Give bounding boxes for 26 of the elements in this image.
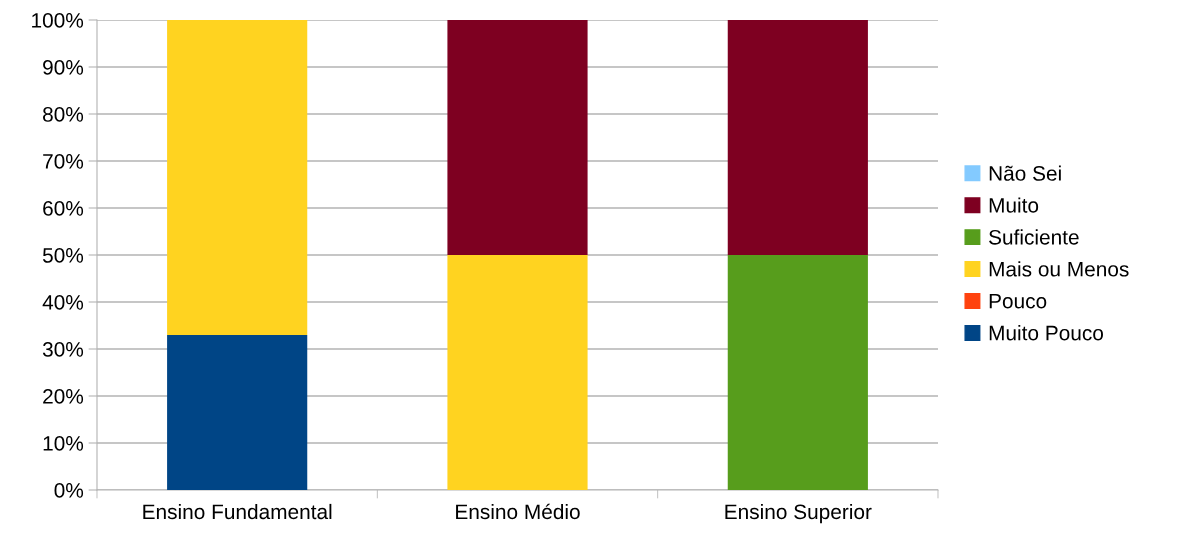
legend-label: Não Sei bbox=[989, 165, 1061, 181]
x-tick-label: Ensino Fundamental bbox=[143, 503, 332, 520]
bar bbox=[447, 20, 588, 255]
y-tick-label: 0% bbox=[54, 483, 84, 498]
y-tick-label: 40% bbox=[42, 295, 84, 310]
y-tick-label: 50% bbox=[42, 248, 84, 263]
bar bbox=[167, 20, 308, 335]
bar bbox=[167, 334, 308, 490]
x-tick-label: Ensino Médio bbox=[456, 503, 580, 520]
y-tick-label: 60% bbox=[43, 201, 84, 216]
legend-label: Muito Pouco bbox=[989, 325, 1104, 341]
legend-label: Mais ou Menos bbox=[989, 261, 1129, 277]
legend-label: Muito bbox=[989, 197, 1039, 213]
legend-label: Suficiente bbox=[989, 229, 1079, 245]
y-tick-label: 80% bbox=[43, 107, 84, 122]
y-tick-label: 20% bbox=[43, 389, 84, 404]
bar bbox=[727, 20, 868, 255]
bar bbox=[727, 255, 868, 490]
y-tick-label: 70% bbox=[43, 154, 84, 169]
y-tick-label: 30% bbox=[42, 342, 84, 357]
y-tick-label: 100% bbox=[32, 13, 84, 28]
x-tick-label: Ensino Superior bbox=[725, 503, 872, 524]
bar bbox=[447, 255, 588, 490]
y-tick-label: 90% bbox=[43, 60, 84, 75]
y-tick-label: 10% bbox=[43, 436, 84, 451]
legend-label: Pouco bbox=[989, 293, 1047, 309]
